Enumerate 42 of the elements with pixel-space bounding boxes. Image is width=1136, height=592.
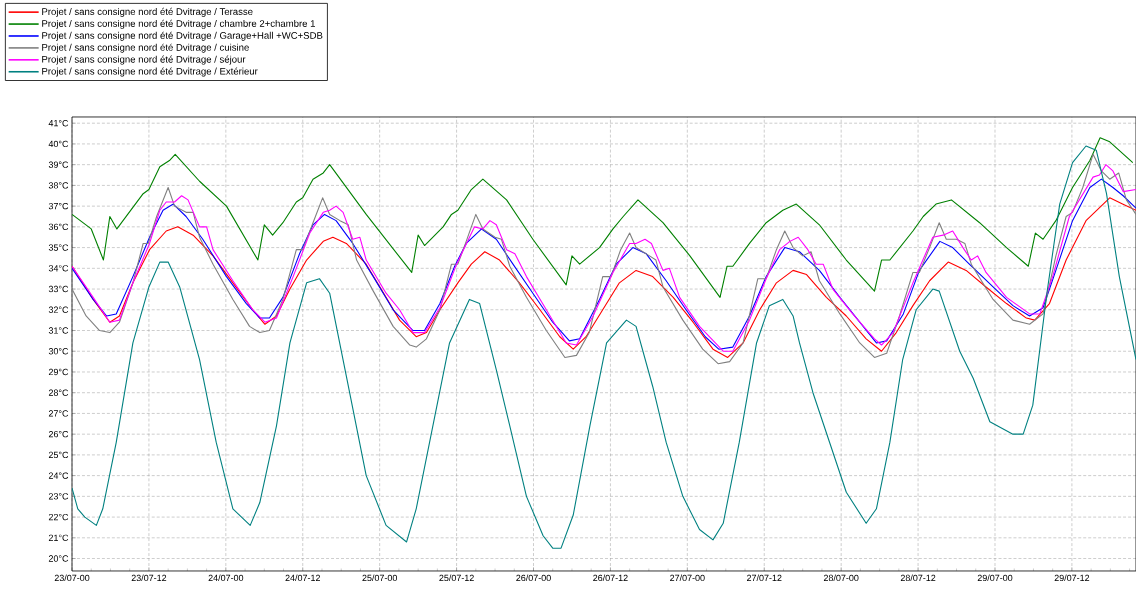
y-tick-label: 33°C: [48, 285, 69, 293]
y-tick-label: 32°C: [48, 306, 69, 313]
x-tick-label: 24/07-00: [208, 574, 244, 582]
y-tick-label: 21°C: [48, 534, 69, 541]
y-tick-label: 27°C: [48, 410, 69, 417]
y-tick-label: 41°C: [48, 120, 69, 127]
y-tick-label: 34°C: [48, 265, 69, 272]
y-tick-label: 31°C: [48, 327, 69, 334]
y-tick-label: 35°C: [48, 244, 69, 251]
legend-label: Projet / sans consigne nord été Dvitrage / chambre 2+chambre 1: [42, 19, 315, 29]
y-tick-label: 26°C: [48, 430, 69, 438]
y-tick-label: 36°C: [48, 223, 69, 231]
legend-label: Projet / sans consigne nord été Dvitrage / séjour: [42, 55, 246, 65]
x-tick-label: 26/07-00: [516, 574, 551, 582]
x-tick-label: 27/07-00: [670, 574, 705, 582]
x-tick-label: 29/07-12: [1054, 574, 1090, 582]
y-tick-label: 38°C: [48, 182, 69, 189]
x-tick-label: 23/07-00: [54, 574, 90, 582]
y-tick-label: 30°C: [48, 348, 69, 355]
legend-label: Projet / sans consigne nord été Dvitrage / Garage+Hall +WC+SDB: [42, 31, 323, 41]
y-tick-label: 20°C: [48, 555, 69, 562]
x-tick-label: 26/07-12: [593, 574, 628, 582]
y-tick-label: 29°C: [48, 368, 69, 376]
x-tick-label: 24/07-12: [285, 574, 320, 582]
y-tick-label: 23°C: [48, 493, 69, 500]
legend-label: Projet / sans consigne nord été Dvitrage / cuisine: [42, 43, 249, 53]
y-tick-label: 25°C: [48, 451, 69, 459]
x-tick-label: 25/07-00: [362, 574, 398, 582]
y-tick-label: 37°C: [48, 202, 69, 210]
x-tick-label: 25/07-12: [439, 574, 474, 582]
y-tick-label: 22°C: [48, 513, 69, 521]
y-tick-label: 24°C: [48, 472, 69, 479]
x-tick-label: 29/07-00: [977, 574, 1013, 582]
legend-label: Projet / sans consigne nord été Dvitrage / Terasse: [42, 7, 253, 17]
x-tick-label: 23/07-12: [131, 574, 167, 582]
legend-label: Projet / sans consigne nord été Dvitrage / Extérieur: [42, 67, 258, 77]
x-tick-label: 27/07-12: [747, 574, 782, 582]
y-tick-label: 40°C: [48, 140, 69, 148]
x-tick-label: 28/07-00: [823, 574, 859, 582]
y-tick-label: 39°C: [48, 161, 69, 168]
y-tick-label: 28°C: [48, 389, 69, 396]
x-tick-label: 28/07-12: [900, 574, 936, 582]
